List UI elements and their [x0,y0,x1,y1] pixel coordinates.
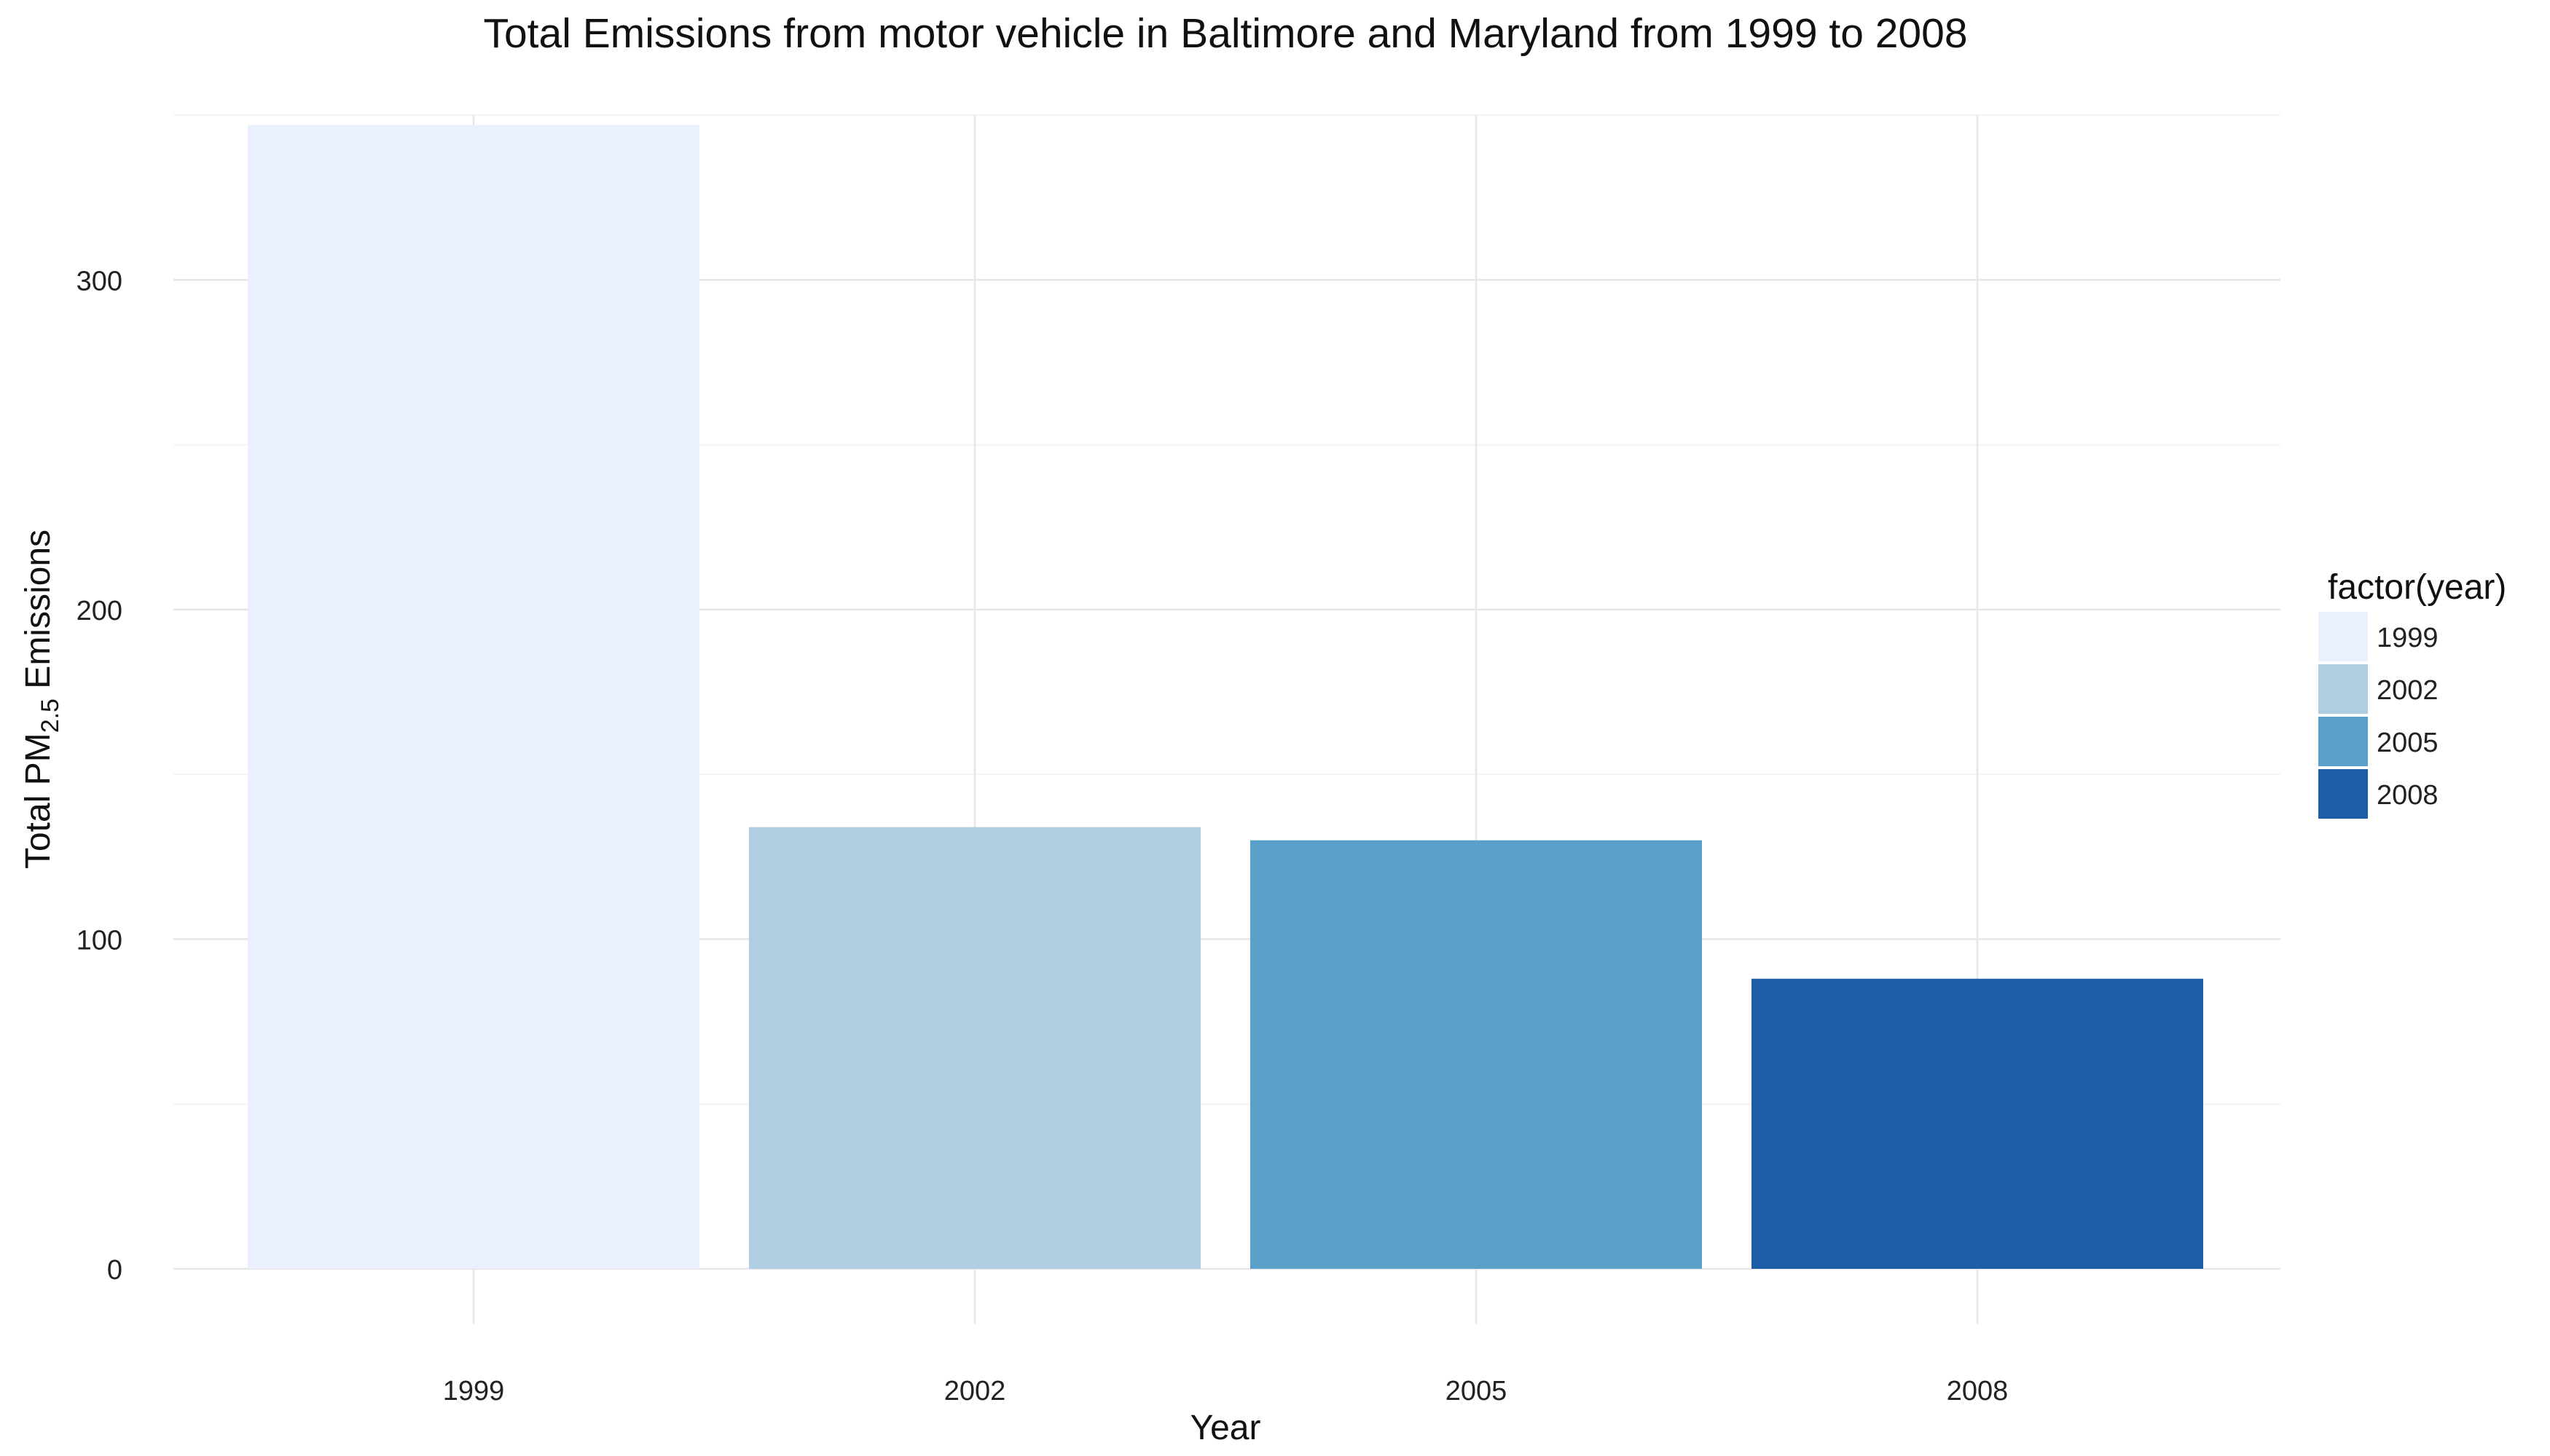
bar-2002 [749,827,1201,1269]
x-tick-label: 2005 [1445,1376,1507,1406]
legend-label: 2002 [2377,675,2439,706]
y-axis-label-subscript: 2.5 [36,699,64,733]
y-tick-label: 200 [76,596,122,626]
x-axis-ticks: 1999 2002 2005 2008 [443,1376,2009,1406]
x-tick-label: 1999 [443,1376,505,1406]
x-tick-label: 2002 [944,1376,1006,1406]
y-axis-label-prefix: Total PM [19,733,58,869]
legend-swatch-2002 [2318,664,2368,714]
legend-label: 1999 [2377,623,2439,653]
legend-label: 2005 [2377,728,2439,758]
y-axis-label-suffix: Emissions [19,530,58,699]
y-axis-ticks: 0 100 200 300 [76,266,122,1286]
y-tick-label: 0 [107,1255,122,1286]
chart-title: Total Emissions from motor vehicle in Ba… [483,10,1967,57]
legend-entries: 1999 2002 2005 2008 [2318,612,2439,819]
bars [248,125,2203,1269]
legend-title: factor(year) [2328,568,2506,607]
legend-swatch-2005 [2318,717,2368,766]
legend-label: 2008 [2377,780,2439,811]
bar-2005 [1250,840,1702,1269]
bar-2008 [1751,978,2203,1269]
legend-swatch-1999 [2318,612,2368,661]
y-tick-label: 300 [76,266,122,296]
x-tick-label: 2008 [1947,1376,2009,1406]
legend-swatch-2008 [2318,769,2368,819]
y-axis-label: Total PM2.5 Emissions [19,530,64,869]
bar-1999 [248,125,699,1269]
legend: factor(year) 1999 2002 2005 2008 [2318,568,2506,819]
y-tick-label: 100 [76,925,122,956]
x-axis-label: Year [1190,1409,1261,1447]
